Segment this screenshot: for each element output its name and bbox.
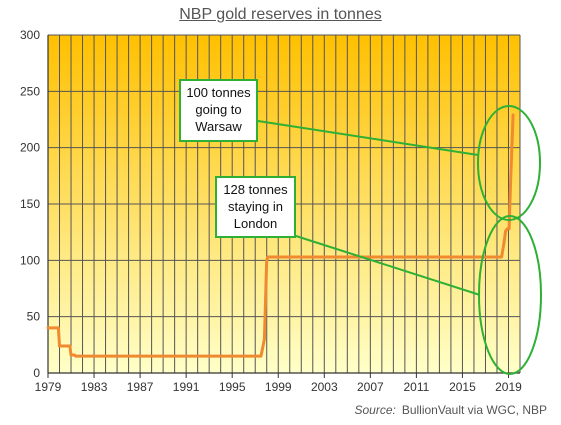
source-note: Source: BullionVault via WGC, NBP [354,403,547,417]
callout-london-line-3: London [233,216,278,231]
y-tick-250: 250 [20,84,40,98]
y-axis: 0 50 100 150 200 250 300 [20,28,49,380]
callout-london-line-2: staying in [228,199,283,214]
x-tick-1995: 1995 [219,380,246,394]
ellipse-warsaw [477,105,541,221]
x-tick-1999: 1999 [265,380,292,394]
x-axis: 1979 1983 1987 1991 1995 1999 2003 2007 2011 2015… [35,372,522,394]
x-tick-2003: 2003 [311,380,338,394]
x-tick-1979: 1979 [35,380,62,394]
callout-warsaw-line-2: going to [195,102,242,117]
x-tick-2019: 2019 [495,380,522,394]
x-tick-1983: 1983 [81,380,108,394]
callout-london-line-1: 128 tonnes [223,182,288,197]
series-line-0 [46,113,515,358]
y-tick-100: 100 [20,253,40,267]
x-tick-1987: 1987 [127,380,154,394]
callout-warsaw-line-1: 100 tonnes [186,85,251,100]
callout-london: 128 tonnes staying in London [215,176,296,238]
y-tick-200: 200 [20,141,40,155]
source-text: BullionVault via WGC, NBP [401,403,547,417]
connector-warsaw [257,120,479,156]
callout-warsaw-line-3: Warsaw [195,119,242,134]
ellipse-london [478,215,542,375]
connector-london [295,235,481,296]
chart-title: NBP gold reserves in tonnes [179,6,382,23]
y-tick-150: 150 [20,197,40,211]
y-tick-50: 50 [27,310,41,324]
callout-warsaw: 100 tonnes going to Warsaw [179,79,258,142]
series-layer [46,113,515,358]
x-tick-2015: 2015 [449,380,476,394]
x-tick-1991: 1991 [173,380,200,394]
y-tick-300: 300 [20,28,40,42]
x-tick-2007: 2007 [357,380,384,394]
y-tick-0: 0 [33,366,40,380]
callout-overlay [257,105,542,375]
source-label: Source: [354,403,396,417]
x-tick-2011: 2011 [403,380,429,394]
